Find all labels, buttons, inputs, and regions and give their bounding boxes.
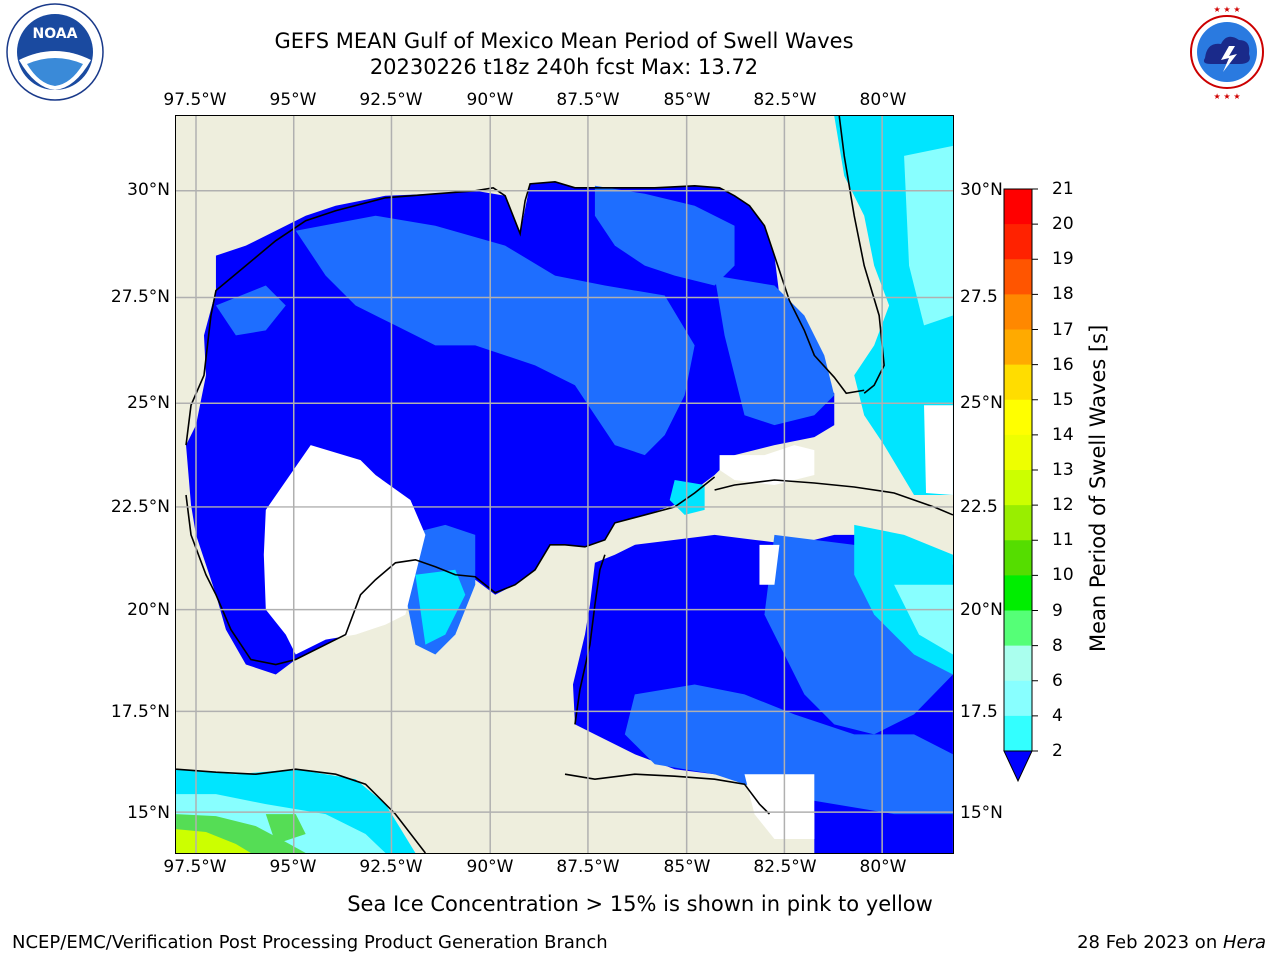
chart-title: GEFS MEAN Gulf of Mexico Mean Period of … bbox=[274, 29, 854, 53]
colorbar-tick-label: 16 bbox=[1052, 354, 1074, 375]
colorbar-tick-label: 9 bbox=[1052, 600, 1063, 621]
lon-tick-bottom-4: 87.5°W bbox=[556, 857, 620, 877]
colorbar-segment bbox=[1004, 505, 1032, 541]
colorbar-tick-label: 17 bbox=[1052, 319, 1074, 340]
svg-text:★ ★ ★: ★ ★ ★ bbox=[1213, 5, 1240, 14]
gulf-swell-period-map bbox=[175, 115, 954, 854]
footer-host: Hera bbox=[1222, 932, 1266, 953]
colorbar-extend-arrow bbox=[1003, 750, 1033, 783]
colorbar-tick-label: 4 bbox=[1052, 705, 1063, 726]
colorbar-segment bbox=[1004, 645, 1032, 682]
colorbar-tick-label: 2 bbox=[1052, 741, 1063, 761]
colorbar-segment bbox=[1004, 540, 1032, 576]
colorbar-tick-label: 19 bbox=[1052, 249, 1074, 270]
sea-ice-note: Sea Ice Concentration > 15% is shown in … bbox=[347, 892, 933, 916]
lon-tick-bottom-6: 82.5°W bbox=[753, 857, 817, 877]
lat-tick-left-1: 27.5°N bbox=[110, 287, 170, 307]
lon-tick-top-2: 92.5°W bbox=[359, 90, 423, 110]
lat-tick-right-5: 17.5 bbox=[960, 702, 998, 722]
lon-tick-bottom-7: 80°W bbox=[859, 857, 907, 877]
lat-tick-right-3: 22.5 bbox=[960, 497, 998, 517]
colorbar-tick-label: 15 bbox=[1052, 389, 1074, 410]
colorbar-tick-label: 10 bbox=[1052, 565, 1074, 586]
colorbar-segment bbox=[1004, 715, 1032, 752]
colorbar-tick-label: 8 bbox=[1052, 635, 1063, 656]
lon-tick-top-3: 90°W bbox=[466, 90, 514, 110]
colorbar-segment bbox=[1004, 294, 1032, 330]
colorbar-segment bbox=[1004, 329, 1032, 366]
colorbar-segment bbox=[1004, 434, 1032, 471]
colorbar-label: Mean Period of Swell Waves [s] bbox=[1086, 324, 1110, 652]
colorbar-tick-label: 12 bbox=[1052, 495, 1074, 516]
colorbar-tick-label: 14 bbox=[1052, 424, 1074, 445]
lon-tick-top-5: 85°W bbox=[663, 90, 711, 110]
lon-tick-top-7: 80°W bbox=[859, 90, 907, 110]
lat-tick-left-5: 17.5°N bbox=[110, 702, 170, 722]
lat-tick-right-6: 15°N bbox=[960, 803, 1003, 823]
lat-tick-right-1: 27.5 bbox=[960, 287, 998, 307]
noaa-logo-text: NOAA bbox=[33, 26, 78, 42]
colorbar-tick-label: 13 bbox=[1052, 460, 1074, 480]
lat-tick-left-2: 25°N bbox=[127, 393, 170, 413]
lon-tick-bottom-5: 85°W bbox=[663, 857, 711, 877]
colorbar-segment bbox=[1004, 224, 1032, 260]
colorbar bbox=[1003, 188, 1038, 783]
lat-tick-left-4: 20°N bbox=[127, 600, 170, 620]
lon-tick-top-0: 97.5°W bbox=[163, 90, 227, 110]
colorbar-tick-label: 21 bbox=[1052, 179, 1074, 199]
colorbar-segment bbox=[1004, 189, 1032, 225]
lon-tick-bottom-2: 92.5°W bbox=[359, 857, 423, 877]
lon-tick-top-1: 95°W bbox=[269, 90, 317, 110]
nws-logo: ★ ★ ★ ★ ★ ★ bbox=[1179, 4, 1275, 101]
colorbar-tick-label: 11 bbox=[1052, 530, 1074, 551]
lon-tick-bottom-0: 97.5°W bbox=[163, 857, 227, 877]
lon-tick-bottom-3: 90°W bbox=[466, 857, 514, 877]
colorbar-segment bbox=[1004, 575, 1032, 611]
undefined-regions bbox=[263, 405, 953, 840]
colorbar-segment bbox=[1004, 610, 1032, 647]
colorbar-segment bbox=[1004, 399, 1032, 436]
noaa-logo: NOAA bbox=[6, 3, 104, 101]
lon-tick-top-4: 87.5°W bbox=[556, 90, 620, 110]
lat-tick-left-6: 15°N bbox=[127, 803, 170, 823]
colorbar-tick-label: 18 bbox=[1052, 284, 1074, 305]
svg-text:★ ★ ★: ★ ★ ★ bbox=[1213, 92, 1240, 101]
colorbar-tick-label: 6 bbox=[1052, 670, 1063, 691]
colorbar-segment bbox=[1004, 470, 1032, 506]
lat-tick-left-3: 22.5°N bbox=[110, 497, 170, 517]
colorbar-segment bbox=[1004, 259, 1032, 295]
colorbar-segment bbox=[1004, 680, 1032, 717]
colorbar-segment bbox=[1004, 364, 1032, 401]
footer-date-text: 28 Feb 2023 on bbox=[1077, 932, 1223, 953]
lat-tick-right-2: 25°N bbox=[960, 393, 1003, 413]
lat-tick-left-0: 30°N bbox=[127, 180, 170, 200]
lon-tick-bottom-1: 95°W bbox=[269, 857, 317, 877]
colorbar-tick-label: 20 bbox=[1052, 214, 1074, 235]
gridlines bbox=[176, 116, 953, 853]
lat-tick-right-0: 30°N bbox=[960, 180, 1003, 200]
lon-tick-top-6: 82.5°W bbox=[753, 90, 817, 110]
footer-date: 28 Feb 2023 on Hera bbox=[1077, 932, 1266, 953]
lat-tick-right-4: 20°N bbox=[960, 600, 1003, 620]
chart-subtitle: 20230226 t18z 240h fcst Max: 13.72 bbox=[369, 55, 759, 79]
footer-credit: NCEP/EMC/Verification Post Processing Pr… bbox=[12, 932, 608, 953]
yellow-green-region bbox=[176, 829, 251, 853]
